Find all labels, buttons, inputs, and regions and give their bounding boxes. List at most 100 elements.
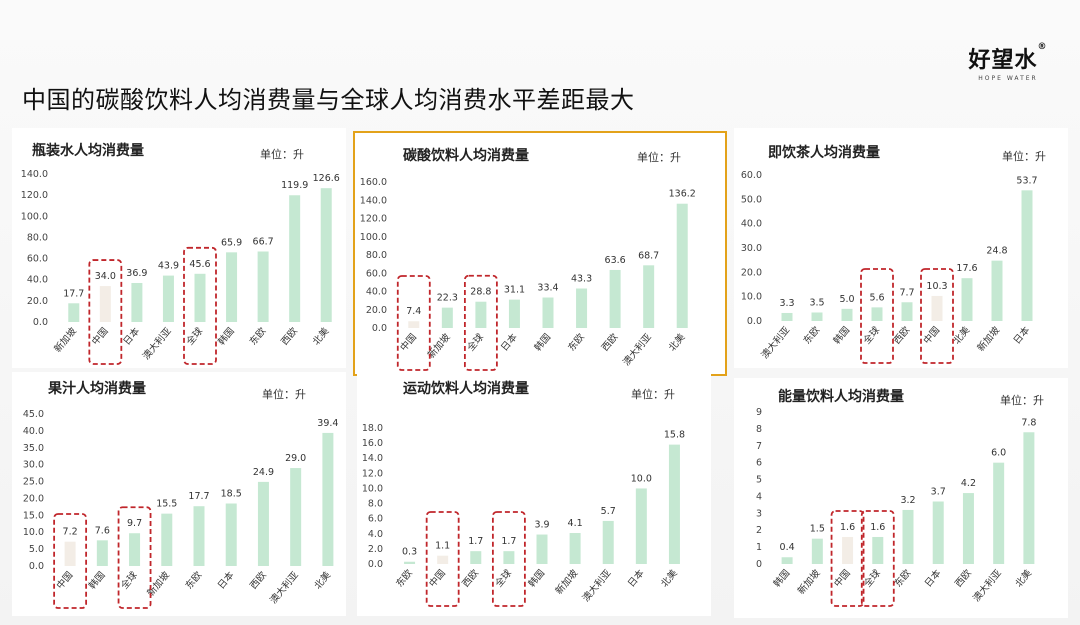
- data-label: 7.6: [95, 525, 110, 536]
- bar: [569, 533, 581, 564]
- y-tick-label: 12.0: [362, 468, 383, 479]
- energy-drink-bar-chart: 0 1 2 3 4 5 6 7 8 9 0.4 韩国 1.5 新加坡 1.6 中国 1.6 全球 3.2 东欧 3.7 日…: [756, 407, 1036, 607]
- bar: [290, 468, 302, 566]
- bar: [131, 282, 143, 322]
- y-tick-label: 10.0: [23, 527, 44, 538]
- data-label: 0.4: [780, 542, 795, 553]
- bar: [475, 301, 487, 328]
- highlight-dashed-box: [396, 275, 431, 371]
- data-label: 0.3: [402, 547, 417, 558]
- data-label: 3.9: [534, 520, 549, 531]
- category-label: 中国: [831, 567, 852, 589]
- category-label: 中国: [921, 324, 942, 346]
- bar: [320, 188, 332, 322]
- bar: [842, 536, 854, 564]
- bar: [68, 303, 80, 322]
- y-tick-label: 140.0: [360, 195, 387, 206]
- category-label: 澳大利亚: [970, 567, 1004, 604]
- category-label: 澳大利亚: [580, 567, 614, 604]
- bar: [542, 297, 554, 328]
- data-label: 1.1: [435, 541, 450, 552]
- bar: [993, 462, 1005, 564]
- category-label: 西欧: [460, 567, 482, 590]
- bar: [129, 533, 141, 566]
- data-label: 34.0: [95, 271, 116, 282]
- category-label: 全球: [862, 567, 884, 590]
- data-label: 17.6: [956, 263, 977, 274]
- y-tick-label: 18.0: [362, 423, 383, 434]
- data-label: 43.3: [571, 273, 592, 284]
- juice-bar-chart: 0.0 5.0 10.0 15.0 20.0 25.0 30.0 35.0 40.0 45.0 7.…: [23, 409, 338, 609]
- category-label: 全球: [465, 331, 487, 354]
- hope-water-logo: 好望水® HOPE WATER: [968, 42, 1048, 82]
- y-tick-label: 140.0: [21, 169, 48, 180]
- bar: [961, 278, 973, 321]
- bar: [871, 307, 883, 321]
- bar: [289, 195, 301, 322]
- chart-title: 碳酸饮料人均消费量: [403, 148, 529, 164]
- energy-drink-chart-panel: 能量饮料人均消费量 单位：升 0 1 2 3 4 5 6 7 8 9 0.4 韩国 1.5 新加坡 1.6 中…: [734, 378, 1068, 618]
- y-tick-label: 0.0: [29, 561, 44, 572]
- y-tick-label: 20.0: [23, 493, 44, 504]
- data-label: 7.4: [406, 306, 421, 317]
- y-tick-label: 2.0: [368, 544, 383, 555]
- chart-title: 即饮茶人均消费量: [768, 145, 880, 161]
- data-label: 6.0: [991, 448, 1006, 459]
- data-label: 15.5: [156, 499, 177, 510]
- data-label: 10.0: [631, 473, 652, 484]
- data-label: 7.7: [899, 287, 914, 298]
- y-tick-label: 4: [756, 491, 762, 502]
- highlight-dashed-box: [830, 510, 865, 607]
- bar: [676, 203, 688, 328]
- bar: [470, 551, 482, 564]
- category-label: 东欧: [247, 325, 269, 348]
- y-tick-label: 8.0: [368, 499, 383, 510]
- rtd-tea-chart-panel: 即饮茶人均消费量 单位：升 0.0 10.0 20.0 30.0 40.0 50.0 60.…: [734, 128, 1068, 368]
- data-label: 5.6: [869, 292, 884, 303]
- y-tick-label: 30.0: [23, 460, 44, 471]
- bottled-water-bar-chart: 0.0 20.0 40.0 60.0 80.0 100.0 120.0 140.0 17.7 新加…: [21, 169, 340, 365]
- category-label: 东欧: [183, 569, 205, 592]
- bar: [404, 561, 416, 564]
- data-label: 7.8: [1021, 417, 1036, 428]
- chart-unit: 单位：升: [260, 148, 304, 161]
- y-tick-label: 16.0: [362, 438, 383, 449]
- data-label: 29.0: [285, 453, 306, 464]
- data-label: 39.4: [317, 418, 338, 429]
- juice-chart-panel: 果汁人均消费量 单位：升 0.0 5.0 10.0 15.0 20.0 25.0 30.0 3…: [12, 372, 346, 616]
- chart-unit: 单位：升: [1000, 394, 1044, 407]
- data-label: 43.9: [158, 261, 179, 272]
- bar: [841, 308, 853, 321]
- y-tick-label: 7: [756, 441, 762, 452]
- bar: [408, 321, 420, 328]
- category-label: 澳大利亚: [759, 324, 793, 361]
- bar: [99, 286, 111, 322]
- y-tick-label: 35.0: [23, 443, 44, 454]
- highlight-dashed-box: [53, 513, 88, 609]
- carbonated-drink-bar-chart: 0.0 20.0 40.0 60.0 80.0 100.0 120.0 140.0 160.0 7…: [360, 177, 696, 371]
- category-label: 澳大利亚: [620, 331, 654, 368]
- highlight-dashed-box: [183, 246, 217, 365]
- highlight-dashed-box: [860, 268, 894, 364]
- category-label: 西欧: [247, 569, 269, 592]
- category-label: 新加坡: [553, 567, 581, 597]
- carbonated-drink-chart-panel: 碳酸饮料人均消费量 单位：升 0.0 20.0 40.0 60.0 80.0 100.0 1…: [353, 131, 727, 376]
- y-tick-label: 20.0: [27, 296, 48, 307]
- bar: [811, 538, 823, 564]
- category-label: 西欧: [599, 331, 621, 354]
- data-label: 31.1: [504, 285, 525, 296]
- data-label: 18.5: [221, 489, 242, 500]
- bar: [437, 555, 449, 564]
- category-label: 西欧: [279, 325, 301, 348]
- data-label: 28.8: [470, 287, 491, 298]
- category-label: 西欧: [952, 567, 974, 590]
- highlight-dashed-box: [491, 511, 526, 607]
- y-tick-label: 4.0: [368, 529, 383, 540]
- category-label: 北美: [310, 325, 332, 348]
- bar: [257, 481, 269, 566]
- data-label: 10.3: [926, 281, 947, 292]
- category-label: 韩国: [526, 567, 547, 589]
- y-tick-label: 0.0: [368, 559, 383, 570]
- y-tick-label: 3: [756, 508, 762, 519]
- logo-subtitle: HOPE WATER: [978, 75, 1038, 82]
